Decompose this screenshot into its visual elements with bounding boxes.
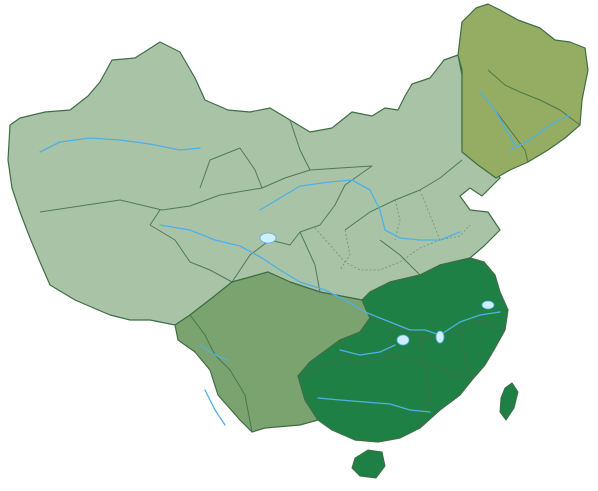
river [159, 224, 301, 283]
river [259, 179, 461, 241]
lake [396, 334, 410, 346]
border-line [149, 209, 161, 226]
lake [481, 300, 495, 310]
border-line [149, 224, 233, 283]
region-main [7, 41, 501, 326]
island-hainan [351, 449, 386, 479]
border-line [39, 165, 373, 213]
river [299, 281, 501, 336]
border-line [189, 314, 253, 433]
region-southeast [297, 257, 509, 443]
border-line [239, 147, 263, 189]
border-line [289, 119, 311, 171]
border-line [344, 159, 463, 231]
border-line [339, 229, 351, 271]
border-line [387, 325, 396, 357]
border-line [459, 329, 473, 381]
border-line [299, 231, 321, 293]
border-line [199, 147, 241, 189]
border-line [379, 239, 421, 276]
border-line [299, 165, 373, 233]
river [204, 389, 226, 426]
river [479, 91, 516, 146]
river [199, 344, 229, 361]
river [509, 114, 571, 151]
lake [259, 232, 277, 244]
border-line [339, 339, 360, 363]
lake [435, 330, 445, 344]
border-line [487, 69, 581, 126]
border-line [394, 199, 401, 241]
river [339, 344, 396, 356]
river [39, 137, 201, 153]
border-line [494, 109, 529, 163]
river [317, 397, 431, 413]
border-line [419, 189, 441, 241]
region-northeast [457, 3, 589, 179]
island-taiwan [499, 382, 519, 421]
border-line [314, 224, 471, 271]
